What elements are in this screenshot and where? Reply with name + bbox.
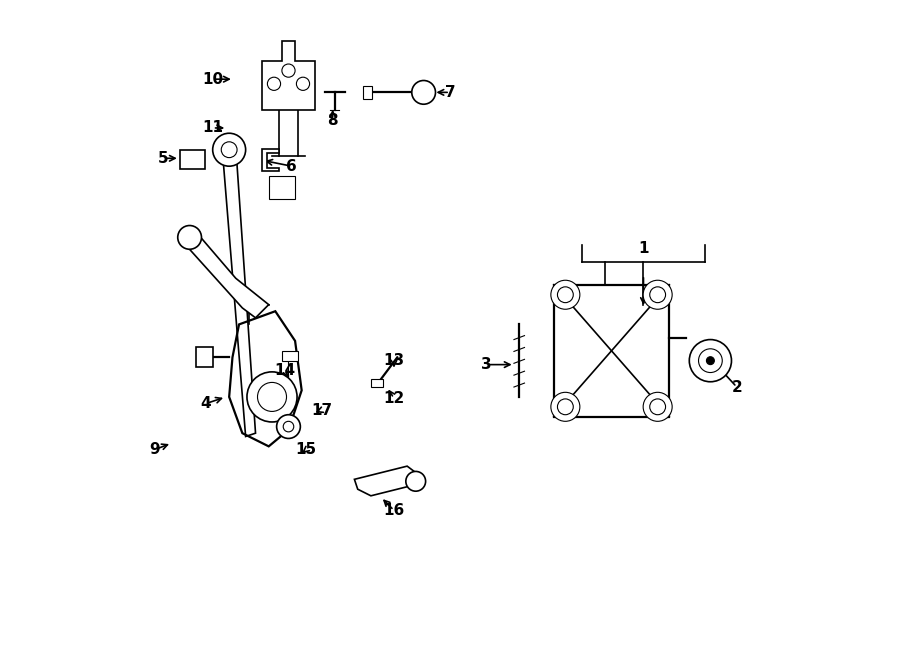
Text: 7: 7 bbox=[445, 85, 455, 100]
Circle shape bbox=[706, 357, 715, 365]
Text: 13: 13 bbox=[383, 353, 404, 368]
Text: 11: 11 bbox=[202, 120, 223, 136]
Text: 16: 16 bbox=[383, 503, 405, 518]
Text: 5: 5 bbox=[158, 151, 168, 166]
Circle shape bbox=[551, 393, 580, 421]
Text: 8: 8 bbox=[328, 113, 338, 128]
Text: 2: 2 bbox=[732, 379, 742, 395]
Text: 6: 6 bbox=[286, 159, 297, 173]
Circle shape bbox=[276, 414, 301, 438]
Polygon shape bbox=[222, 146, 256, 436]
Circle shape bbox=[412, 81, 436, 104]
Text: 3: 3 bbox=[481, 357, 491, 372]
Circle shape bbox=[212, 133, 246, 166]
Text: 15: 15 bbox=[296, 442, 317, 457]
Text: 14: 14 bbox=[274, 363, 296, 378]
Bar bbox=[269, 176, 295, 199]
Bar bbox=[363, 86, 373, 99]
Circle shape bbox=[551, 280, 580, 309]
Polygon shape bbox=[355, 466, 420, 496]
Bar bbox=[371, 379, 382, 387]
Text: 4: 4 bbox=[201, 396, 212, 411]
Bar bbox=[196, 348, 212, 367]
Polygon shape bbox=[183, 232, 269, 318]
Circle shape bbox=[644, 393, 672, 421]
Bar bbox=[554, 285, 670, 416]
Circle shape bbox=[247, 372, 297, 422]
Text: 1: 1 bbox=[638, 241, 648, 256]
Bar bbox=[180, 150, 205, 169]
Text: 10: 10 bbox=[202, 71, 223, 87]
Polygon shape bbox=[262, 149, 279, 171]
Text: 9: 9 bbox=[149, 442, 160, 457]
Text: 12: 12 bbox=[383, 391, 405, 406]
Text: 17: 17 bbox=[310, 402, 332, 418]
Polygon shape bbox=[262, 41, 315, 110]
Circle shape bbox=[644, 280, 672, 309]
Circle shape bbox=[406, 471, 426, 491]
Bar bbox=[282, 351, 299, 361]
Circle shape bbox=[689, 340, 732, 382]
Circle shape bbox=[177, 226, 202, 250]
